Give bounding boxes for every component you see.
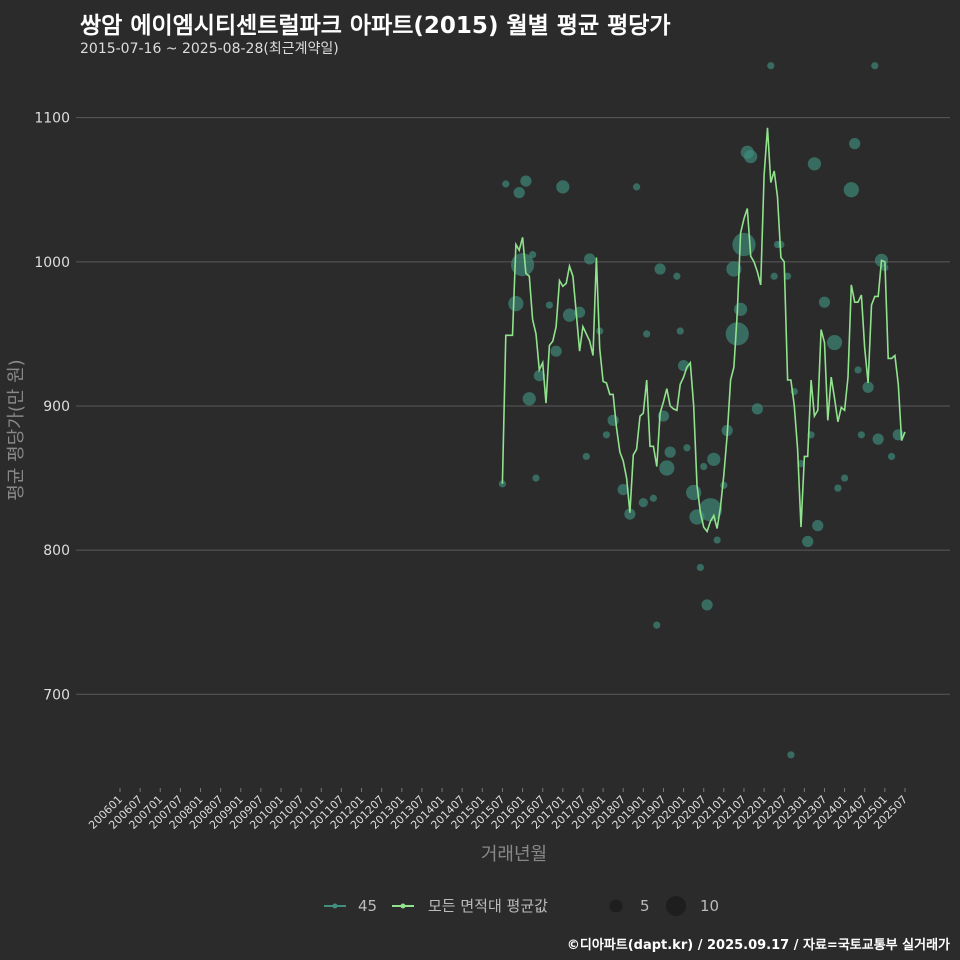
scatter-point: [676, 327, 684, 335]
scatter-point: [643, 330, 651, 338]
scatter-point: [508, 296, 524, 312]
scatter-point: [725, 322, 749, 346]
scatter-point: [673, 272, 681, 280]
y-axis-ticks: 700 800 900 1000 1100: [34, 111, 70, 704]
scatter-point: [582, 452, 590, 461]
scatter-point: [698, 498, 723, 522]
legend-label-45: 45: [358, 897, 377, 915]
scatter-point: [726, 261, 742, 277]
scatter-point: [638, 497, 648, 508]
scatter-point: [520, 175, 532, 187]
scatter-point: [513, 187, 525, 199]
scatter-point: [633, 183, 641, 191]
scatter-point: [826, 334, 843, 351]
scatter-point: [841, 474, 849, 482]
scatter-point: [744, 149, 758, 164]
scatter-point: [797, 460, 805, 468]
scatter-point: [584, 253, 596, 265]
scatter-point: [602, 431, 611, 439]
scatter-point: [843, 182, 859, 198]
scatter-point: [857, 431, 865, 439]
legend-45-dot: [332, 903, 338, 909]
scatter-point: [887, 452, 896, 461]
scatter-point: [854, 366, 862, 374]
scatter-point: [556, 180, 570, 194]
scatter-point: [617, 483, 629, 496]
scatter-point: [849, 138, 861, 150]
scatter-point: [862, 381, 874, 393]
scatter-point: [653, 621, 661, 629]
x-axis-label: 거래년월: [481, 844, 547, 865]
legend-label-avg: 모든 면적대 평균값: [428, 897, 548, 915]
scatter-point: [696, 563, 704, 572]
scatter-point: [664, 446, 676, 458]
y-axis-label: 평균 평당가(만 원): [6, 359, 27, 500]
scatter-point: [713, 536, 721, 544]
scatter-point: [787, 751, 795, 759]
scatter-point: [562, 308, 577, 322]
chart-subtitle: 2015-07-16 ~ 2025-08-28(최근계약일): [80, 41, 339, 57]
legend-size-10: [666, 896, 686, 916]
scatter-point: [734, 302, 748, 316]
scatter-point: [812, 520, 824, 532]
scatter-point: [700, 462, 708, 471]
scatter-point: [550, 345, 562, 357]
scatter-point: [522, 392, 536, 406]
y-tick-label: 800: [43, 543, 70, 559]
x-axis-ticks: 2006012006072007012007072008012008072009…: [86, 788, 910, 832]
scatter-45: [498, 62, 904, 759]
legend-avg-dot: [400, 903, 406, 909]
scatter-point: [834, 484, 842, 492]
scatter-point: [751, 403, 763, 415]
scatter-point: [732, 232, 756, 257]
legend: 45 모든 면적대 평균값 5 10: [324, 896, 719, 916]
scatter-point: [498, 480, 507, 488]
scatter-point: [532, 474, 540, 482]
scatter-point: [807, 157, 822, 171]
legend-label-10: 10: [700, 897, 719, 915]
y-tick-label: 1100: [34, 111, 70, 127]
scatter-point: [683, 444, 691, 452]
scatter-point: [510, 253, 535, 277]
legend-label-5: 5: [640, 897, 650, 915]
y-tick-label: 900: [43, 399, 70, 415]
scatter-point: [802, 535, 814, 548]
scatter-point: [871, 62, 879, 70]
scatter-point: [783, 272, 792, 280]
source-caption: ©디아파트(dapt.kr) / 2025.09.17 / 자료=국토교통부 실…: [566, 938, 950, 953]
scatter-point: [502, 180, 510, 188]
scatter-point: [624, 508, 636, 520]
y-tick-label: 700: [43, 687, 70, 703]
scatter-point: [533, 370, 545, 382]
gridlines: [76, 117, 950, 695]
y-tick-label: 1000: [34, 255, 70, 271]
scatter-point: [720, 481, 728, 489]
scatter-point: [545, 301, 554, 309]
scatter-point: [654, 263, 666, 275]
scatter-point: [872, 433, 884, 445]
avg-line: [501, 127, 906, 534]
scatter-point: [818, 296, 831, 308]
scatter-point: [770, 272, 778, 280]
legend-size-5: [609, 899, 623, 913]
scatter-point: [701, 599, 713, 611]
chart-title: 쌍암 에이엠시티센트럴파크 아파트(2015) 월별 평균 평당가: [80, 13, 671, 39]
scatter-point: [529, 251, 537, 259]
scatter-point: [607, 414, 619, 426]
scatter-point: [659, 460, 675, 476]
scatter-point: [649, 494, 657, 502]
avg-line-series: [501, 127, 906, 534]
scatter-point: [707, 452, 721, 466]
scatter-point: [767, 62, 775, 70]
